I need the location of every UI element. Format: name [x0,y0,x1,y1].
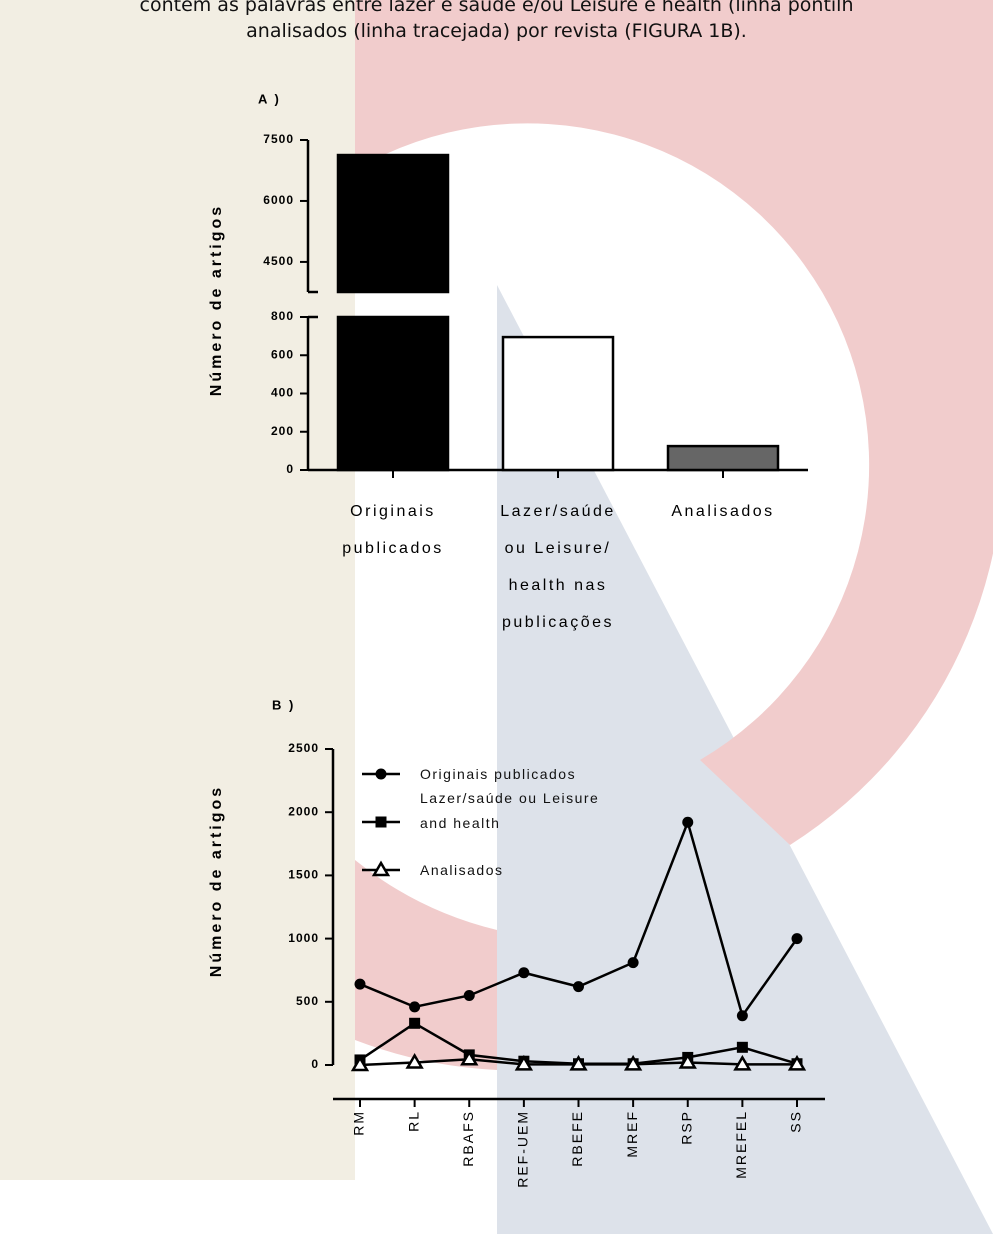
y-tick-label: 1500 [288,868,319,882]
marker [463,989,475,1001]
bg-ring [355,0,993,845]
legend-label: Lazer/saúde ou Leisure and health [420,790,600,831]
bar [501,335,615,472]
marker [409,1001,421,1013]
y-tick-label: 0 [311,1057,319,1071]
marker [405,1052,424,1069]
y-tick-label: 400 [271,386,294,400]
marker [518,967,530,979]
marker [787,1054,807,1071]
x-tick-label: Lazer/saúde [500,503,616,520]
marker [375,768,387,780]
y-tick-label: 6000 [263,193,294,207]
bg-panel [0,0,355,1180]
text-line: analisados (linha tracejada) por revista… [246,20,747,42]
y-label: Número de artigos [208,785,225,977]
chart-title: B ) [272,697,295,712]
marker [409,1017,421,1029]
text-line: contêm as palavras entre lazer e saúde e… [139,0,854,16]
x-tick-label: publicados [342,540,444,557]
marker [371,860,391,877]
marker [514,1054,534,1071]
x-tick-label: RM [351,1110,367,1136]
marker [460,1049,479,1066]
y-tick-label: 2500 [288,741,319,755]
marker [350,1055,370,1072]
y-tick-label: 0 [286,462,294,476]
marker [733,1054,752,1071]
bg-ring-low [355,860,497,1070]
x-tick-label: RSP [678,1110,694,1145]
marker [573,981,584,993]
legend-label: Originais publicados [420,766,577,782]
x-tick-label: Originais [350,503,436,520]
y-tick-label: 7500 [263,132,294,146]
x-tick-label: health nas [509,577,608,594]
chart-title: A ) [258,91,281,106]
x-tick-label: publicações [502,614,614,631]
y-tick-label: 200 [271,424,294,438]
marker [354,978,366,990]
x-tick-label: REF-UEM [515,1110,531,1188]
x-tick-label: ou Leisure/ [505,540,612,557]
x-tick-label: RL [405,1110,421,1132]
y-tick-label: 4500 [263,254,294,268]
bar [666,444,780,472]
y-tick-label: 600 [271,347,294,361]
y-tick-label: 800 [271,309,294,323]
marker [375,816,387,828]
x-tick-label: SS [788,1110,804,1133]
marker [627,957,639,969]
marker [791,933,803,945]
x-tick-label: RBEFE [569,1110,585,1167]
marker [736,1041,748,1053]
x-tick-label: MREF [624,1110,640,1158]
bar-lower [336,315,450,472]
marker [678,1052,697,1069]
x-tick-label: RBAFS [460,1110,476,1167]
y-label: Número de artigos [208,204,225,396]
y-tick-label: 1000 [288,931,319,945]
bar [336,153,450,294]
x-tick-label: MREFEL [733,1110,749,1179]
y-tick-label: 500 [296,994,319,1008]
y-tick-label: 2000 [288,804,319,818]
marker [569,1054,588,1071]
legend-label: Analisados [420,862,504,878]
marker [736,1010,748,1022]
x-tick-label: Analisados [671,503,774,520]
marker [623,1054,643,1071]
marker [682,816,694,828]
